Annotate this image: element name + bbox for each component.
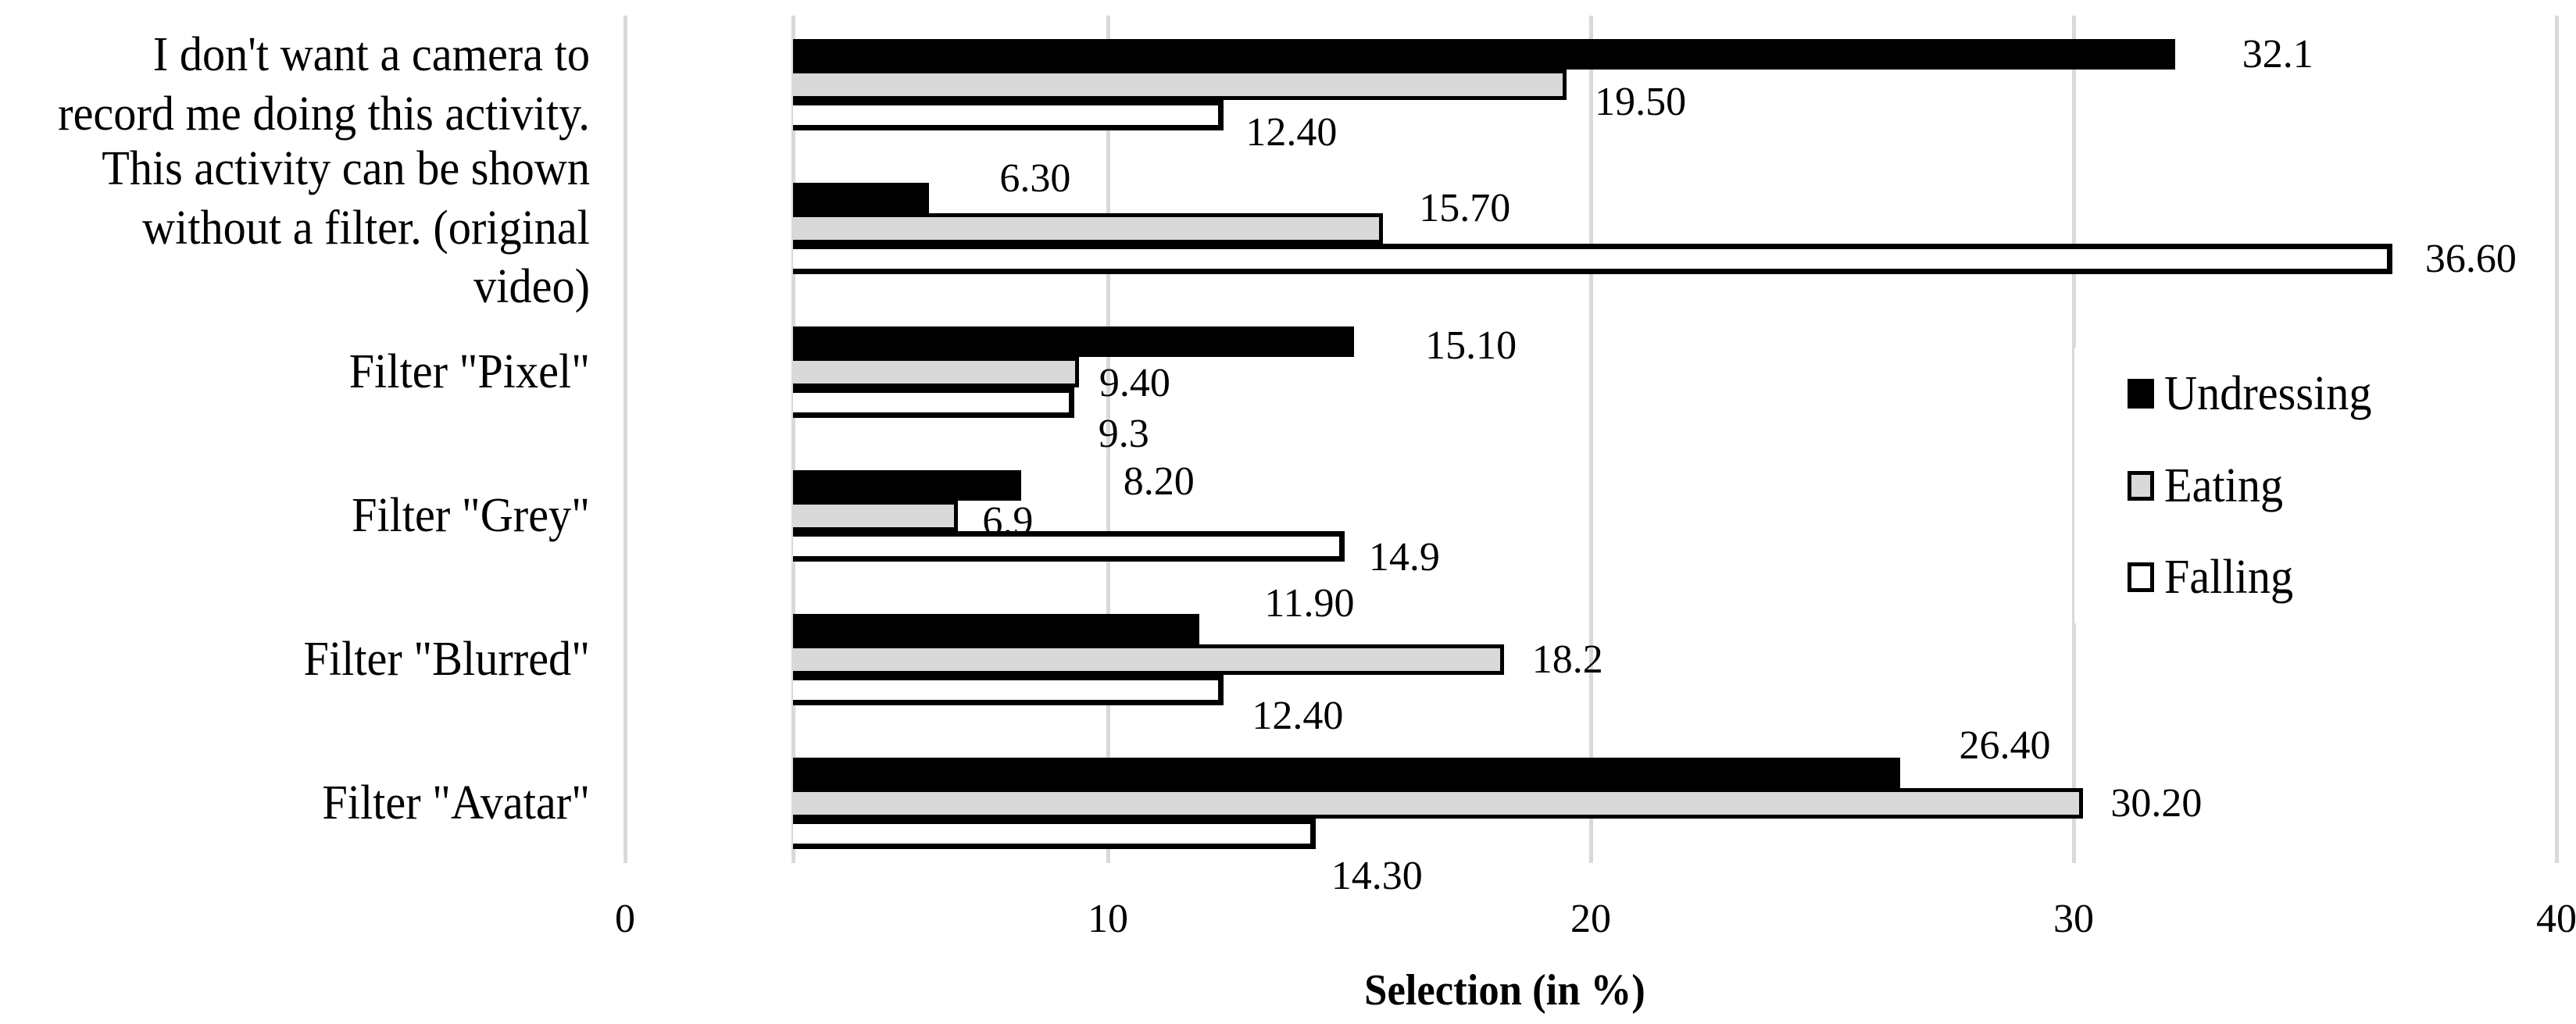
legend-label-eating: Eating (2164, 458, 2284, 512)
bar-eating-5 (793, 788, 2084, 819)
gridline-10 (1106, 16, 1110, 863)
legend-swatch-falling-icon (2128, 562, 2154, 593)
bar-eating-3 (793, 501, 959, 531)
bar-undressing-5 (793, 758, 1900, 788)
bar-undressing-1 (793, 183, 930, 213)
bar-falling-3 (793, 531, 1345, 562)
value-label-eating-1: 15.70 (1419, 185, 1511, 230)
bar-undressing-4 (793, 614, 1200, 644)
bar-falling-2 (793, 387, 1074, 418)
category-label-5: Filter "Avatar" (322, 776, 590, 830)
value-label-falling-1: 36.60 (2424, 236, 2517, 281)
value-label-eating-0: 19.50 (1595, 79, 1687, 124)
x-tick-30: 30 (2053, 897, 2094, 941)
value-label-falling-0: 12.40 (1245, 109, 1338, 155)
value-label-eating-5: 30.20 (2110, 780, 2203, 826)
gridline-20 (1589, 16, 1593, 863)
legend-label-falling: Falling (2164, 551, 2294, 605)
legend-item-undressing: Undressing (2074, 348, 2438, 440)
gridline-40 (2555, 16, 2559, 863)
value-label-eating-4: 18.2 (1531, 637, 1603, 682)
bar-eating-1 (793, 213, 1384, 244)
legend-swatch-eating-icon (2128, 470, 2154, 501)
category-label-3: Filter "Grey" (352, 488, 590, 542)
bar-eating-4 (793, 644, 1504, 675)
value-label-undressing-1: 6.30 (999, 155, 1071, 201)
x-tick-20: 20 (1570, 897, 1611, 941)
legend: Undressing Eating Falling (2074, 348, 2438, 623)
bar-base-line (791, 16, 795, 863)
category-label-2: Filter "Pixel" (348, 344, 590, 398)
legend-item-falling: Falling (2074, 531, 2438, 623)
category-label-4: Filter "Blurred" (303, 632, 590, 686)
value-label-falling-3: 14.9 (1368, 534, 1440, 580)
bar-undressing-3 (793, 470, 1021, 501)
bar-falling-4 (793, 675, 1224, 705)
bar-falling-5 (793, 819, 1316, 849)
category-label-1: This activity can be shown without a fil… (102, 142, 590, 314)
bar-eating-0 (793, 70, 1567, 100)
legend-item-eating: Eating (2074, 440, 2438, 532)
x-tick-10: 10 (1088, 897, 1128, 941)
legend-label-undressing: Undressing (2164, 366, 2372, 420)
value-label-undressing-3: 8.20 (1123, 458, 1195, 504)
value-label-falling-5: 14.30 (1331, 853, 1423, 898)
gridline-30 (2072, 16, 2076, 863)
value-label-undressing-0: 32.1 (2242, 31, 2313, 77)
legend-swatch-undressing-icon (2128, 378, 2154, 409)
category-label-0: I don't want a camera to record me doing… (58, 27, 590, 141)
x-tick-40: 40 (2536, 897, 2576, 941)
value-label-undressing-2: 15.10 (1425, 323, 1517, 368)
x-axis-title: Selection (in %) (1364, 966, 1645, 1015)
bar-eating-2 (793, 357, 1079, 387)
bar-undressing-0 (793, 39, 2175, 70)
bar-falling-0 (793, 100, 1224, 130)
value-label-undressing-4: 11.90 (1264, 580, 1355, 626)
value-label-eating-2: 9.40 (1099, 360, 1170, 405)
gridline-0 (623, 16, 627, 863)
value-label-undressing-5: 26.40 (1959, 723, 2051, 768)
value-label-falling-4: 12.40 (1252, 693, 1344, 738)
bar-falling-1 (793, 244, 2392, 274)
value-label-eating-3: 6.9 (982, 498, 1034, 544)
bar-undressing-2 (793, 326, 1355, 357)
value-label-falling-2: 9.3 (1098, 411, 1149, 456)
x-tick-0: 0 (615, 897, 635, 941)
